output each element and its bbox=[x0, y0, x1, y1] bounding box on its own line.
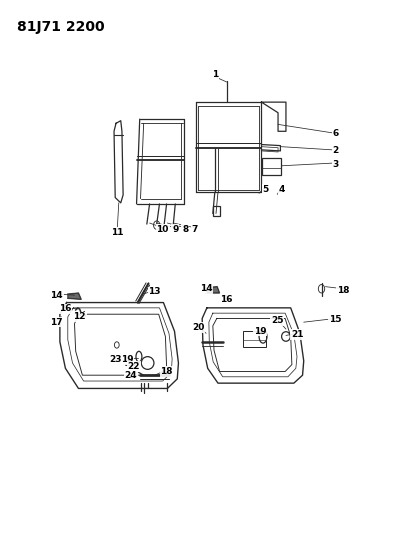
Text: 22: 22 bbox=[127, 362, 140, 370]
Text: 19: 19 bbox=[121, 355, 133, 364]
Text: 24: 24 bbox=[125, 370, 137, 379]
Polygon shape bbox=[68, 293, 81, 300]
Text: 3: 3 bbox=[332, 160, 338, 169]
Text: 23: 23 bbox=[109, 355, 121, 364]
Text: 14: 14 bbox=[200, 284, 213, 293]
Text: 20: 20 bbox=[192, 323, 205, 332]
Text: 18: 18 bbox=[337, 286, 349, 295]
Text: 14: 14 bbox=[51, 291, 63, 300]
Text: 12: 12 bbox=[73, 312, 86, 321]
Text: 6: 6 bbox=[332, 130, 338, 139]
Text: 7: 7 bbox=[192, 225, 198, 234]
Text: 25: 25 bbox=[271, 316, 283, 325]
Text: 16: 16 bbox=[59, 304, 72, 313]
Text: 5: 5 bbox=[262, 185, 269, 194]
Text: 4: 4 bbox=[279, 185, 285, 194]
Text: 13: 13 bbox=[148, 287, 161, 296]
Text: 18: 18 bbox=[160, 367, 173, 376]
Text: 16: 16 bbox=[220, 295, 232, 304]
Text: 2: 2 bbox=[332, 147, 338, 156]
Text: 11: 11 bbox=[111, 228, 123, 237]
Text: 15: 15 bbox=[329, 315, 341, 324]
Text: 21: 21 bbox=[291, 330, 303, 339]
Polygon shape bbox=[207, 287, 220, 293]
Text: 81J71 2200: 81J71 2200 bbox=[17, 20, 105, 34]
Text: 9: 9 bbox=[172, 225, 178, 234]
Text: 19: 19 bbox=[254, 327, 267, 336]
Text: 8: 8 bbox=[182, 225, 188, 234]
Text: 17: 17 bbox=[51, 318, 63, 327]
Text: 1: 1 bbox=[212, 70, 218, 79]
Text: 10: 10 bbox=[156, 225, 169, 234]
